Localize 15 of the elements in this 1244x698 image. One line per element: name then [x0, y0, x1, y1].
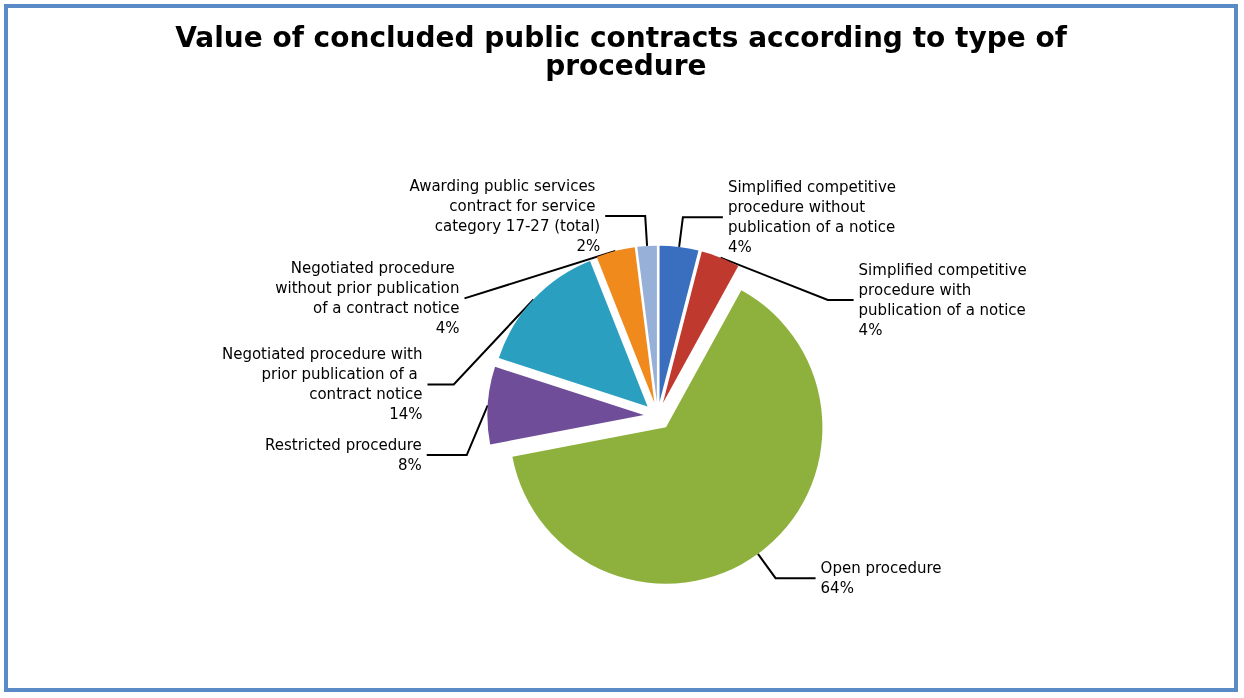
slice-label: Simplified competitive procedure without publication of a notice [727, 178, 901, 237]
data-label: 4% [858, 321, 883, 340]
data-label: 64% [820, 579, 854, 598]
chart-title: Value of concluded public contracts according to type of procedure [175, 20, 1068, 82]
data-label: 14% [389, 405, 423, 424]
slice-label: Open procedure [820, 559, 942, 578]
data-label: 4% [435, 319, 460, 338]
data-label: 8% [397, 456, 422, 475]
slice-label: Negotiated procedure with prior publication of a contract notice [221, 345, 423, 404]
slice-label: Awarding public services contract for service category 17-27 (total) [409, 177, 601, 235]
data-label: 4% [727, 238, 752, 257]
slice-label: Simplified competitive procedure with publication of a notice [858, 261, 1032, 320]
data-label: 2% [576, 237, 601, 255]
slice-label: Restricted procedure [264, 436, 422, 455]
slice-label: Negotiated procedure without prior publication of a contract notice [275, 259, 460, 318]
